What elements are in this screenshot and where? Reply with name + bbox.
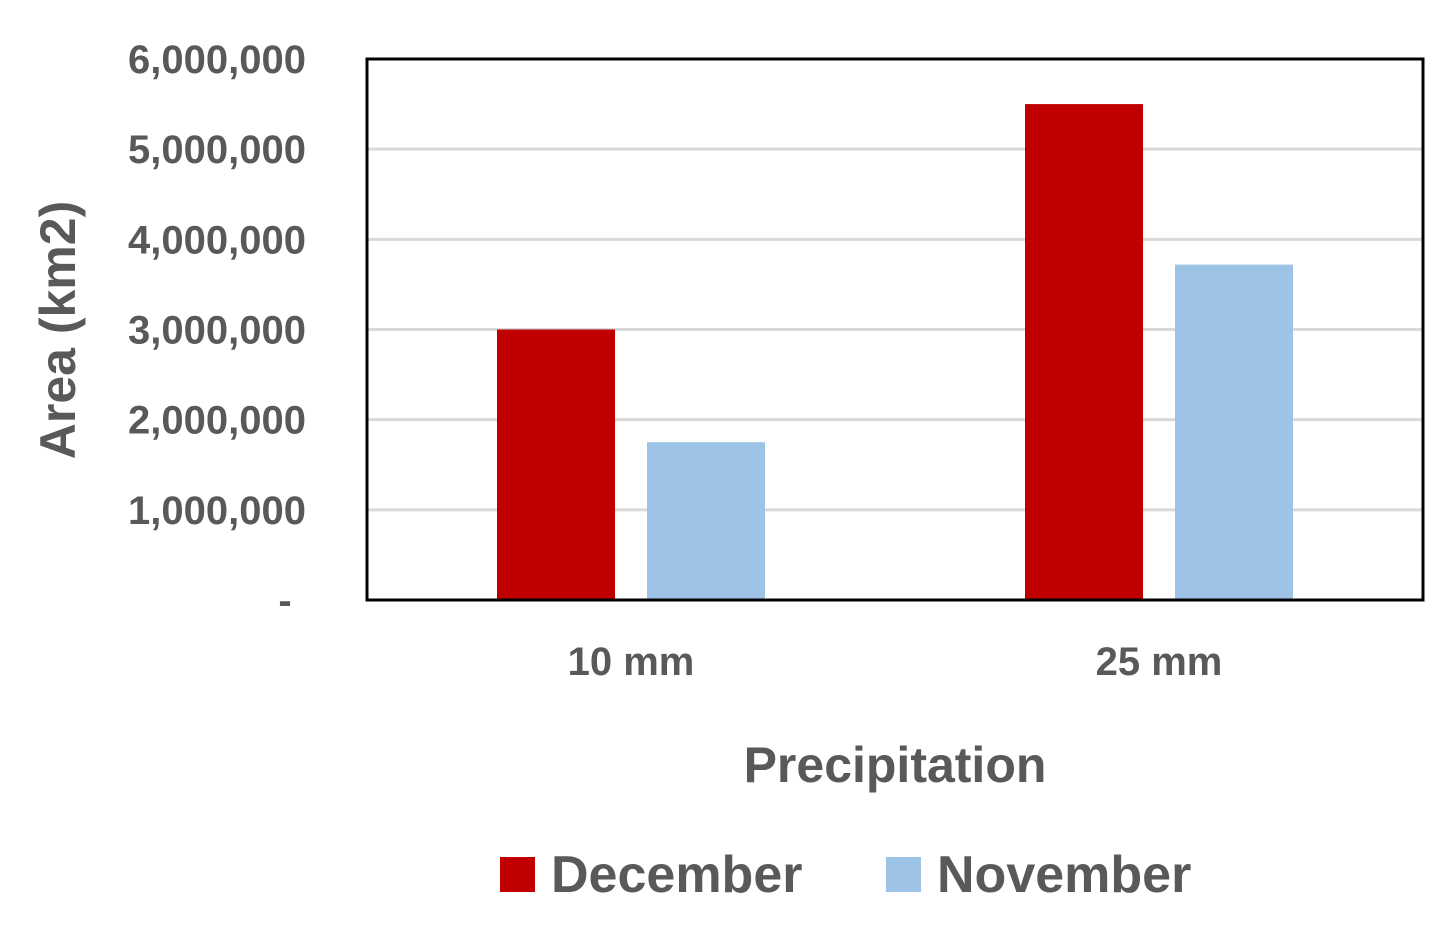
bar-december-25-mm — [1025, 104, 1143, 600]
x-tick-labels: 10 mm 25 mm — [568, 640, 1223, 684]
legend: December November — [500, 846, 1191, 904]
bar-november-10-mm — [647, 442, 765, 600]
legend-label-november: November — [937, 846, 1191, 904]
y-tick-label: 4,000,000 — [128, 218, 306, 262]
y-tick-label: 2,000,000 — [128, 399, 306, 443]
plot-border — [365, 57, 1425, 602]
legend-label-december: December — [551, 846, 802, 904]
y-tick-labels: - 1,000,000 2,000,000 3,000,000 4,000,000 5,0… — [128, 38, 306, 623]
legend-swatch-december — [500, 857, 535, 892]
bars — [497, 104, 1293, 600]
y-tick-label: 5,000,000 — [128, 128, 306, 172]
x-axis-title: Precipitation — [744, 737, 1047, 793]
x-tick-label: 10 mm — [568, 640, 695, 684]
y-tick-label: 3,000,000 — [128, 309, 306, 353]
plot-frame — [365, 57, 1425, 602]
legend-swatch-november — [886, 857, 921, 892]
y-tick-label: - — [278, 579, 291, 623]
y-tick-label: 1,000,000 — [128, 489, 306, 533]
y-axis-title: Area (km2) — [30, 201, 86, 459]
x-tick-label: 25 mm — [1096, 640, 1223, 684]
bar-november-25-mm — [1175, 264, 1293, 600]
y-tick-label: 6,000,000 — [128, 38, 306, 82]
bar-december-10-mm — [497, 329, 615, 600]
